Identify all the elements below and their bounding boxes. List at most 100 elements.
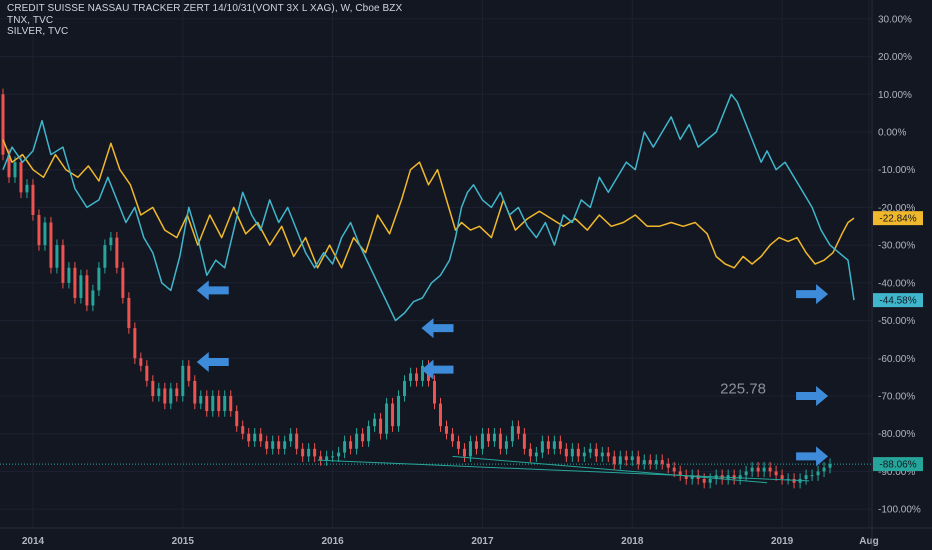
trendline xyxy=(317,459,810,482)
legend-line-silver[interactable]: SILVER, TVC xyxy=(7,26,69,37)
candle-body xyxy=(600,452,604,457)
y-tick-label: -70.00% xyxy=(878,392,915,403)
candle-body xyxy=(516,426,520,434)
candle-body xyxy=(666,463,670,468)
candle-body xyxy=(91,290,95,306)
arrow-annotation-right xyxy=(796,284,829,305)
candle-body xyxy=(684,475,688,479)
candle-body xyxy=(708,478,712,483)
y-tick-label: -90.00% xyxy=(878,467,915,478)
candle-body xyxy=(570,448,574,457)
candle-body xyxy=(121,267,125,298)
candle-body xyxy=(558,441,562,449)
candle-body xyxy=(67,267,71,283)
candle-body xyxy=(199,396,203,404)
candle-body xyxy=(145,365,149,381)
candle-body xyxy=(373,418,377,427)
legend-line-primary[interactable]: CREDIT SUISSE NASSAU TRACKER ZERT 14/10/… xyxy=(7,3,403,14)
y-tick-label: 30.00% xyxy=(878,14,912,25)
legend-line-tnx[interactable]: TNX, TVC xyxy=(7,14,54,26)
candle-body xyxy=(73,267,77,298)
candle-body xyxy=(564,448,568,457)
candle-body xyxy=(247,433,251,442)
x-tick-label: 2015 xyxy=(172,536,195,547)
candle-body xyxy=(7,154,11,178)
candle-body xyxy=(97,267,101,291)
candle-body xyxy=(498,433,502,449)
candle-body xyxy=(415,373,419,381)
candle-body xyxy=(492,433,496,442)
candle-body xyxy=(672,467,676,472)
y-tick-label: -40.00% xyxy=(878,278,915,289)
candle-body xyxy=(534,452,538,457)
candle-body xyxy=(444,426,448,434)
candle-body xyxy=(103,245,107,268)
y-tick-label: 10.00% xyxy=(878,90,912,101)
candle-body xyxy=(343,441,347,453)
candle-body xyxy=(594,448,598,457)
candle-body xyxy=(606,452,610,457)
candle-body xyxy=(175,388,179,396)
x-tick-label: Aug xyxy=(859,536,878,547)
candle-body xyxy=(151,380,155,396)
candle-body xyxy=(462,448,466,457)
candle-body xyxy=(55,245,59,268)
y-tick-label: -100.00% xyxy=(878,505,921,516)
candle-body xyxy=(612,456,616,464)
candle-body xyxy=(223,396,227,412)
price-annotation-text[interactable]: 225.78 xyxy=(720,380,766,397)
candle-body xyxy=(25,184,29,193)
candle-body xyxy=(816,471,820,476)
candle-body xyxy=(277,441,281,449)
candle-body xyxy=(828,464,832,468)
candle-body xyxy=(702,478,706,483)
candle-body xyxy=(810,475,814,477)
candle-body xyxy=(409,373,413,381)
candle-body xyxy=(157,388,161,396)
candle-body xyxy=(133,328,137,359)
candle-body xyxy=(289,433,293,442)
candle-body xyxy=(792,478,796,483)
last-value-tag-silver-label: -44.58% xyxy=(879,296,916,307)
candle-body xyxy=(355,433,359,449)
candle-body xyxy=(325,456,329,461)
last-value-tag-silver xyxy=(873,293,923,308)
arrow-annotation-left xyxy=(421,359,454,380)
candle-body xyxy=(379,418,383,434)
candle-body xyxy=(750,467,754,472)
arrow-annotation-left xyxy=(421,318,454,339)
candle-body xyxy=(744,471,748,476)
candle-body xyxy=(768,467,772,472)
candle-body xyxy=(43,222,47,246)
candle-body xyxy=(660,460,664,464)
candle-body xyxy=(1,94,5,155)
candle-body xyxy=(450,433,454,442)
y-tick-label: 0.00% xyxy=(878,128,906,139)
candle-body xyxy=(678,471,682,476)
candle-body xyxy=(636,456,640,464)
candle-body xyxy=(187,365,191,381)
candle-body xyxy=(822,467,826,472)
candle-body xyxy=(115,237,119,268)
candle-body xyxy=(79,275,83,298)
candle-body xyxy=(456,441,460,449)
candle-body xyxy=(690,475,694,479)
y-tick-label: -80.00% xyxy=(878,429,915,440)
candle-body xyxy=(618,456,622,464)
candle-body xyxy=(630,456,634,461)
candle-body xyxy=(259,433,263,442)
candle-body xyxy=(163,388,167,404)
candle-body xyxy=(193,380,197,404)
candle-body xyxy=(307,448,311,457)
candle-body xyxy=(385,403,389,434)
candle-body xyxy=(540,441,544,453)
candle-body xyxy=(804,475,808,479)
last-value-tag-tnx xyxy=(873,211,923,226)
candle-body xyxy=(241,426,245,434)
candle-body xyxy=(229,396,233,412)
candle-body xyxy=(552,441,556,449)
candle-body xyxy=(397,396,401,427)
candle-body xyxy=(37,214,41,246)
candle-body xyxy=(403,380,407,396)
